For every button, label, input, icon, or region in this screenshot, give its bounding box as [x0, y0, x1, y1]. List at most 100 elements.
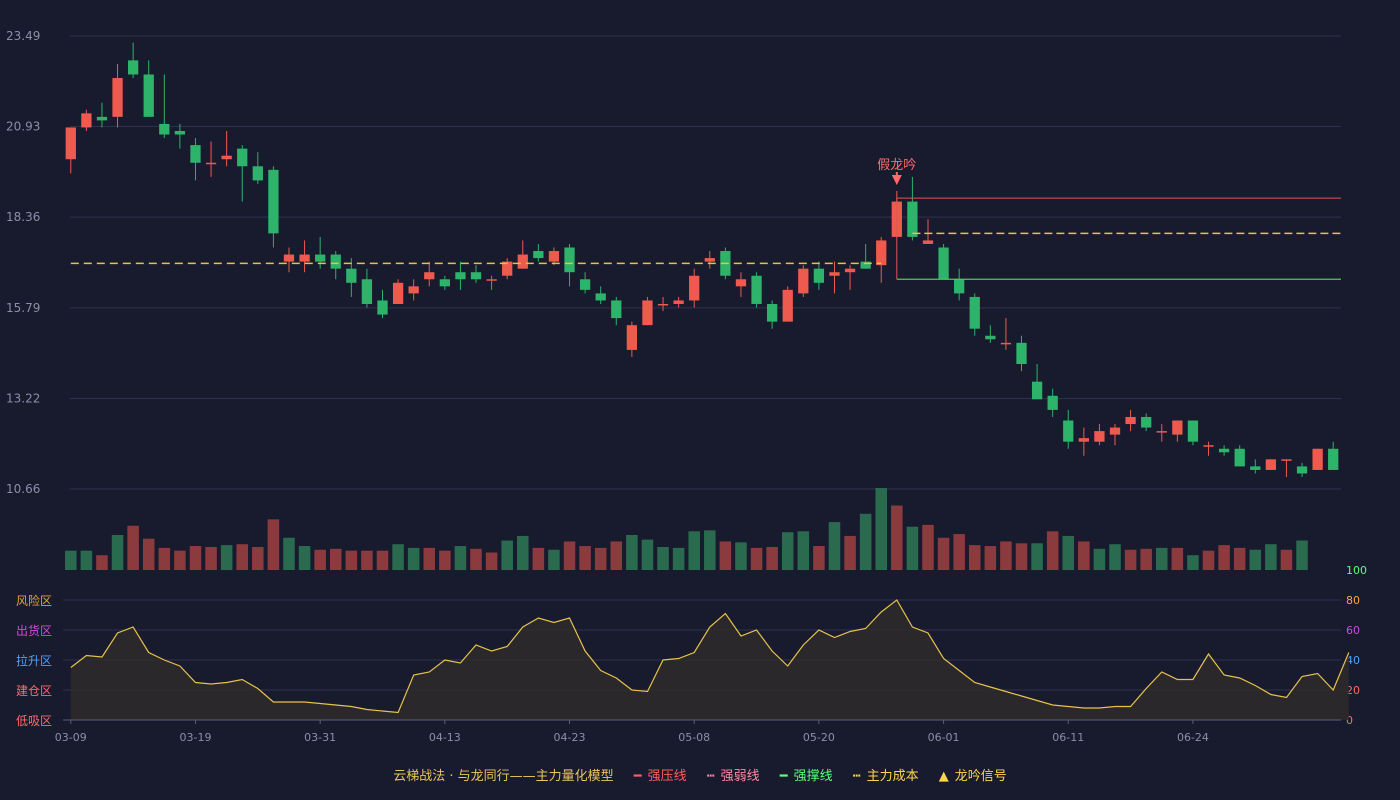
volume-bar [407, 547, 420, 570]
legend-item-support[interactable]: ━ 强撑线 [780, 765, 833, 784]
candle[interactable] [1031, 364, 1043, 400]
candle[interactable] [470, 265, 482, 283]
candle[interactable] [112, 63, 123, 128]
candle[interactable] [1218, 445, 1230, 456]
candle[interactable] [143, 60, 154, 117]
candle[interactable] [1234, 445, 1245, 467]
candle[interactable] [439, 275, 450, 290]
candle[interactable] [704, 251, 715, 269]
volume-bar [220, 545, 233, 570]
candle-body [751, 275, 762, 304]
candle[interactable] [876, 236, 887, 283]
candle[interactable] [96, 102, 108, 128]
candle[interactable] [1312, 448, 1323, 470]
candle[interactable] [1125, 409, 1136, 432]
candle[interactable] [408, 279, 419, 301]
candle[interactable] [221, 130, 232, 167]
candle[interactable] [564, 243, 575, 287]
candle[interactable] [938, 243, 949, 280]
candle[interactable] [1265, 459, 1277, 470]
legend-item-resistance[interactable]: ━ 强压线 [634, 765, 687, 784]
candle[interactable] [1328, 441, 1339, 470]
candle[interactable] [985, 325, 996, 343]
candle[interactable] [361, 268, 373, 308]
candle[interactable] [1016, 335, 1027, 372]
candle[interactable] [1078, 427, 1089, 456]
candle[interactable] [127, 42, 139, 79]
candle-body [424, 272, 435, 280]
candle[interactable] [346, 258, 357, 297]
candle[interactable] [766, 300, 778, 329]
volume-bar [205, 546, 217, 570]
candle[interactable] [392, 279, 404, 304]
candle[interactable] [65, 127, 76, 174]
candle[interactable] [1281, 459, 1292, 477]
legend-item-cost[interactable]: ┅ 主力成本 [853, 765, 919, 784]
candle[interactable] [1000, 318, 1012, 350]
candle[interactable] [689, 268, 700, 308]
candle[interactable] [922, 219, 934, 244]
candle[interactable] [237, 145, 248, 202]
candle[interactable] [1094, 424, 1105, 446]
candle[interactable] [611, 296, 622, 326]
volume-bar [626, 534, 638, 570]
candle[interactable] [798, 265, 809, 297]
candle[interactable] [502, 258, 513, 280]
legend-item-signal[interactable]: ▲ 龙吟信号 [939, 765, 1007, 784]
candle[interactable] [283, 247, 295, 273]
candle-body [268, 169, 279, 234]
candle[interactable] [1156, 424, 1167, 442]
candle[interactable] [1047, 388, 1058, 417]
candle[interactable] [330, 251, 341, 280]
candle-body [579, 279, 591, 290]
candle[interactable] [579, 272, 591, 294]
candle[interactable] [626, 321, 638, 357]
candle[interactable] [81, 109, 92, 131]
candle[interactable] [1141, 413, 1152, 432]
candle[interactable] [735, 272, 747, 297]
candle[interactable] [205, 141, 217, 177]
candle[interactable] [548, 247, 560, 266]
candle[interactable] [907, 176, 918, 241]
candle[interactable] [252, 152, 263, 184]
candle[interactable] [844, 265, 856, 290]
candle-body [517, 254, 528, 269]
volume-bar [1280, 549, 1293, 570]
candle[interactable] [1187, 420, 1199, 446]
candle[interactable] [813, 261, 825, 290]
candle-body [377, 300, 388, 315]
candle[interactable] [657, 296, 669, 312]
candle[interactable] [782, 286, 793, 322]
candle[interactable] [860, 243, 871, 269]
candle[interactable] [1109, 424, 1121, 446]
candle[interactable] [969, 293, 980, 336]
candle-body [922, 240, 934, 244]
volume-bar [813, 546, 825, 570]
candle[interactable] [829, 261, 840, 294]
candle[interactable] [595, 286, 606, 304]
candle[interactable] [1172, 420, 1183, 442]
candle[interactable] [455, 261, 466, 290]
candle[interactable] [424, 261, 435, 287]
candle[interactable] [954, 268, 965, 301]
candle[interactable] [1250, 459, 1261, 474]
candle[interactable] [174, 123, 186, 149]
legend-signal-label: 龙吟信号 [954, 769, 1007, 784]
candle-body [174, 130, 186, 135]
legend-item-weak[interactable]: ┅ 强弱线 [707, 765, 760, 784]
candle[interactable] [533, 243, 544, 262]
candle[interactable] [190, 138, 201, 181]
candle[interactable] [1203, 441, 1214, 456]
candle[interactable] [1063, 409, 1074, 449]
candle[interactable] [1296, 462, 1308, 477]
candle[interactable] [517, 240, 528, 269]
candle[interactable] [377, 289, 388, 319]
candle[interactable] [642, 296, 653, 326]
candle[interactable] [751, 272, 762, 308]
candle[interactable] [673, 296, 684, 308]
volume-bar [937, 537, 950, 570]
candle[interactable] [486, 275, 497, 290]
candle[interactable] [299, 240, 310, 273]
candle[interactable] [268, 166, 279, 248]
candle[interactable] [159, 74, 170, 139]
